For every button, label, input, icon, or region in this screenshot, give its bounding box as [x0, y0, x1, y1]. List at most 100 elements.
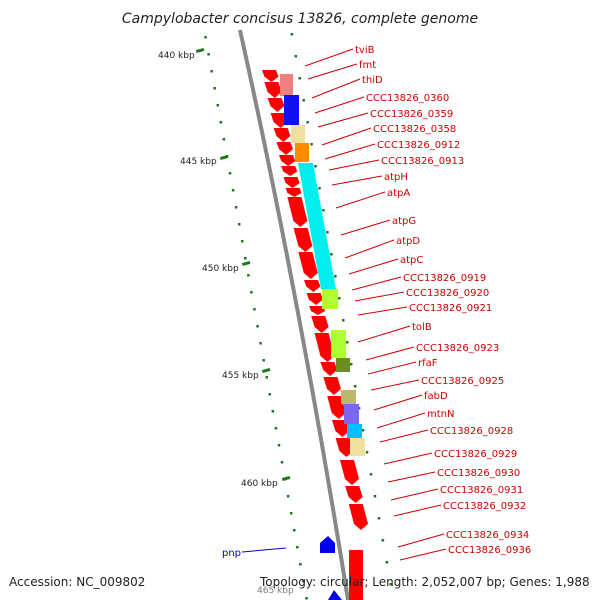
label-leader-line: [328, 159, 380, 171]
kbp-tick-label: 445 kbp: [180, 157, 217, 167]
gene-label: tolB: [412, 322, 432, 333]
label-leader-line: [340, 219, 391, 236]
cog-block: [349, 550, 363, 600]
cds-arrow: [285, 188, 302, 197]
scale-dot: [318, 187, 321, 190]
kbp-tick-mark: [241, 260, 251, 266]
cog-block: [341, 390, 356, 404]
gene-label: atpH: [384, 172, 408, 183]
cog-block: [295, 143, 309, 162]
scale-dot: [280, 461, 284, 464]
scale-dot: [216, 104, 220, 107]
gene-label: CCC13826_0358: [373, 124, 456, 135]
gene-label: CCC13826_0932: [443, 501, 526, 512]
cog-block: [347, 424, 362, 438]
gene-label: CCC13826_0919: [403, 273, 486, 284]
scale-dot: [302, 99, 305, 102]
label-leader-line: [314, 96, 365, 114]
gene-label: pnp: [222, 548, 241, 559]
label-leader-line: [354, 291, 405, 302]
scale-dot: [277, 444, 281, 447]
cds-arrow: [314, 333, 335, 362]
label-leader-line: [324, 143, 376, 160]
cds-arrow: [287, 197, 308, 227]
cog-block: [322, 289, 338, 309]
gene-label: CCC13826_0920: [406, 288, 489, 299]
scale-dot: [274, 427, 278, 430]
gene-label: CCC13826_0930: [437, 468, 520, 479]
label-leader-line: [317, 112, 369, 128]
scale-dot: [204, 36, 207, 39]
scale-dot: [345, 341, 349, 344]
scale-dot: [268, 393, 272, 396]
label-leader-line: [399, 548, 447, 561]
cog-block: [284, 95, 299, 125]
scale-dot: [222, 138, 226, 141]
cds-arrow: [298, 252, 318, 279]
reverse-cds: [328, 590, 342, 600]
gene-label: atpA: [387, 188, 410, 199]
scale-dot: [302, 580, 305, 583]
scale-dot: [210, 70, 213, 73]
kbp-ticks: 440 kbp 445 kbp 450 kbp 455 kbp 460 kbp …: [158, 47, 294, 596]
scale-dot: [334, 275, 337, 278]
cds-arrow: [335, 438, 354, 457]
scale-dot: [385, 561, 389, 564]
gene-label: mtnN: [427, 409, 454, 420]
label-leader-line: [335, 191, 386, 209]
cds-arrow: [348, 504, 368, 530]
scale-dot: [259, 342, 262, 345]
gene-label: CCC13826_0934: [446, 530, 529, 541]
gene-label: CCC13826_0923: [416, 343, 499, 354]
label-leader-line: [351, 276, 402, 291]
cds-arrow: [262, 70, 279, 82]
label-leader-line: [331, 175, 383, 186]
gene-label: CCC13826_0936: [448, 545, 531, 556]
gene-label: CCC13826_0929: [434, 449, 517, 460]
cds-arrow: [311, 316, 329, 333]
scale-dot: [293, 529, 296, 532]
cds-arrow: [276, 142, 293, 155]
cog-block: [298, 163, 336, 289]
label-leader-line: [387, 471, 436, 483]
cds-arrow: [332, 420, 350, 437]
scale-dot: [286, 495, 290, 498]
label-leader-line: [304, 48, 354, 67]
kbp-tick-label: 455 kbp: [222, 371, 259, 381]
cog-block: [344, 404, 359, 424]
scale-dot: [322, 209, 325, 212]
scale-dot: [338, 297, 341, 300]
scale-dot: [241, 240, 244, 243]
cog-block: [336, 358, 350, 372]
scale-dot: [299, 563, 302, 566]
backbone-line: [238, 29, 350, 600]
gene-label: CCC13826_0359: [370, 109, 453, 120]
gene-label: atpD: [396, 236, 420, 247]
scale-dot: [250, 291, 253, 294]
gene-label: CCC13826_0360: [366, 93, 449, 104]
gene-label: CCC13826_0913: [381, 156, 464, 167]
outer-dots: [290, 33, 393, 586]
label-leader-line: [373, 394, 423, 411]
scale-dot: [247, 274, 250, 277]
scale-dot: [349, 363, 353, 366]
scale-dots: [204, 36, 308, 600]
scale-dot: [256, 325, 259, 328]
gene-label: thiD: [362, 75, 383, 86]
scale-dot: [314, 165, 317, 168]
kbp-tick-mark: [281, 475, 291, 481]
scale-dot: [296, 546, 299, 549]
scale-dot: [237, 223, 241, 226]
scale-dot: [377, 517, 381, 520]
label-leader-line: [370, 379, 420, 391]
gene-label: CCC13826_0921: [409, 303, 492, 314]
scale-dot: [298, 77, 301, 80]
cds-arrow: [279, 155, 296, 166]
label-leader-line: [390, 488, 439, 501]
scale-dot: [381, 539, 385, 542]
cds-arrow: [283, 177, 300, 188]
scale-dot: [228, 172, 232, 175]
scale-dot: [305, 597, 308, 600]
cog-block: [350, 438, 365, 456]
